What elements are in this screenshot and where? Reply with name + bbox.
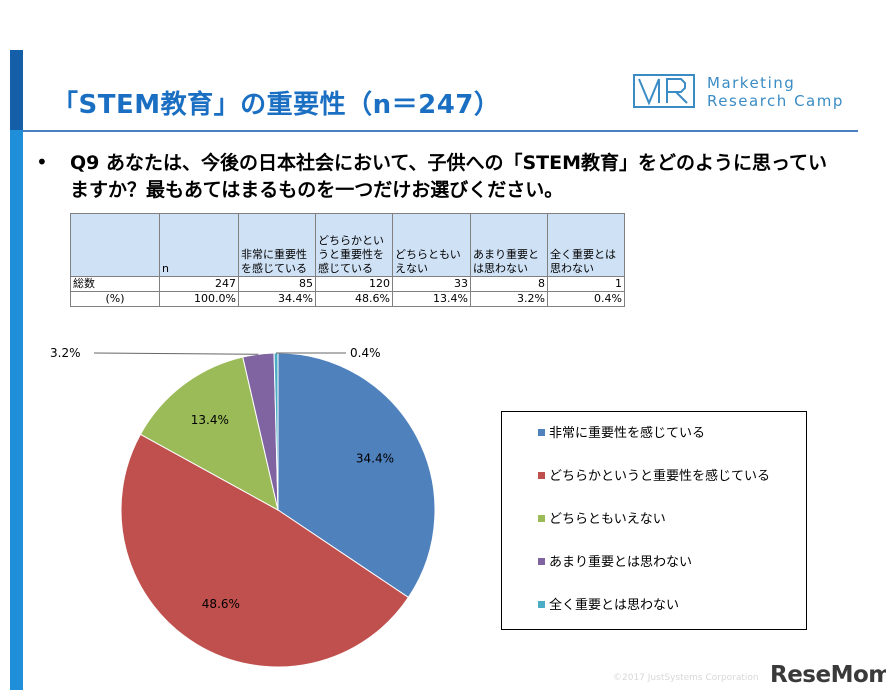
table-cell: 8 — [470, 276, 548, 292]
table-cell: 48.6% — [315, 291, 393, 307]
table-cell: 100.0% — [159, 291, 239, 307]
pie-slice — [120, 433, 410, 668]
legend-item: どちらかというと重要性を感じている — [538, 469, 770, 485]
title-divider — [23, 130, 858, 132]
table-cell: 1 — [547, 276, 625, 292]
pie-chart: 34.4% 48.6% 13.4% 3.2% 0.4% — [50, 346, 436, 668]
table-cell: 33 — [392, 276, 471, 292]
pie-data-label: 0.4% — [350, 346, 381, 360]
legend-label: あまり重要とは思わない — [549, 555, 693, 570]
legend-swatch — [538, 515, 545, 522]
left-accent-bar-top — [10, 50, 23, 130]
table-header-cell: どちらともいえない — [392, 213, 471, 277]
legend-swatch — [538, 558, 545, 565]
table-header-cell: あまり重要とは思わない — [470, 213, 548, 277]
table-cell: 120 — [315, 276, 393, 292]
legend-item: 非常に重要性を感じている — [538, 426, 705, 442]
legend-item: 全く重要とは思わない — [538, 598, 679, 614]
legend-label: どちらともいえない — [549, 512, 666, 527]
legend-swatch — [538, 601, 545, 608]
question-bullet: • — [36, 150, 48, 174]
legend-swatch — [538, 472, 545, 479]
table-row: 総数 247 85 120 33 8 1 — [70, 276, 625, 292]
legend-swatch — [538, 429, 545, 436]
legend-label: 非常に重要性を感じている — [549, 426, 706, 441]
table-cell: 3.2% — [470, 291, 548, 307]
table-header-cell: n — [159, 213, 239, 277]
table-cell: 34.4% — [238, 291, 316, 307]
pie-data-label: 48.6% — [202, 597, 240, 611]
table-cell: 0.4% — [547, 291, 625, 307]
legend-item: どちらともいえない — [538, 512, 666, 528]
table-header-cell — [70, 213, 160, 277]
pie-data-label: 3.2% — [50, 346, 81, 360]
resemom-watermark: ReseMom — [770, 662, 886, 688]
pie-slice — [277, 352, 436, 599]
table-row-label: (%) — [70, 291, 160, 307]
table-row: (%) 100.0% 34.4% 48.6% 13.4% 3.2% 0.4% — [70, 291, 625, 307]
pie-data-label: 13.4% — [191, 413, 229, 427]
slide-title: 「STEM教育」の重要性（n＝247） — [52, 90, 501, 120]
logo-text: Marketing Research Camp — [707, 74, 844, 110]
vmr-logo-icon — [633, 74, 695, 108]
logo-text-lines: Marketing Research Camp — [707, 74, 844, 110]
pie-data-label: 34.4% — [356, 451, 394, 465]
pie-leader-line — [93, 352, 259, 355]
summary-table: n 非常に重要性を感じている どちらかというと重要性を感じている どちらともいえ… — [70, 213, 625, 307]
table-cell: 13.4% — [392, 291, 471, 307]
legend-item: あまり重要とは思わない — [538, 555, 692, 571]
chart-legend: 非常に重要性を感じているどちらかというと重要性を感じている どちらともいえないあま… — [501, 411, 807, 630]
copyright-text: ©2017 JustSystems Corporation — [613, 673, 759, 683]
legend-label: 全く重要とは思わない — [549, 598, 680, 613]
table-row-label: 総数 — [70, 276, 160, 292]
question-text: Q9 あなたは、今後の日本社会において、子供への「STEM教育」をどのように思っ… — [70, 152, 828, 201]
legend-label: どちらかというと重要性を感じている — [549, 469, 771, 484]
table-header-row: n 非常に重要性を感じている どちらかというと重要性を感じている どちらともいえ… — [70, 213, 625, 277]
pie-slice — [139, 356, 279, 511]
table-cell: 85 — [238, 276, 316, 292]
table-header-cell: 全く重要とは思わない — [547, 213, 625, 277]
table-header-cell: どちらかというと重要性を感じている — [315, 213, 393, 277]
table-header-cell: 非常に重要性を感じている — [238, 213, 316, 277]
table-cell: 247 — [159, 276, 239, 292]
left-accent-bar — [10, 50, 23, 690]
